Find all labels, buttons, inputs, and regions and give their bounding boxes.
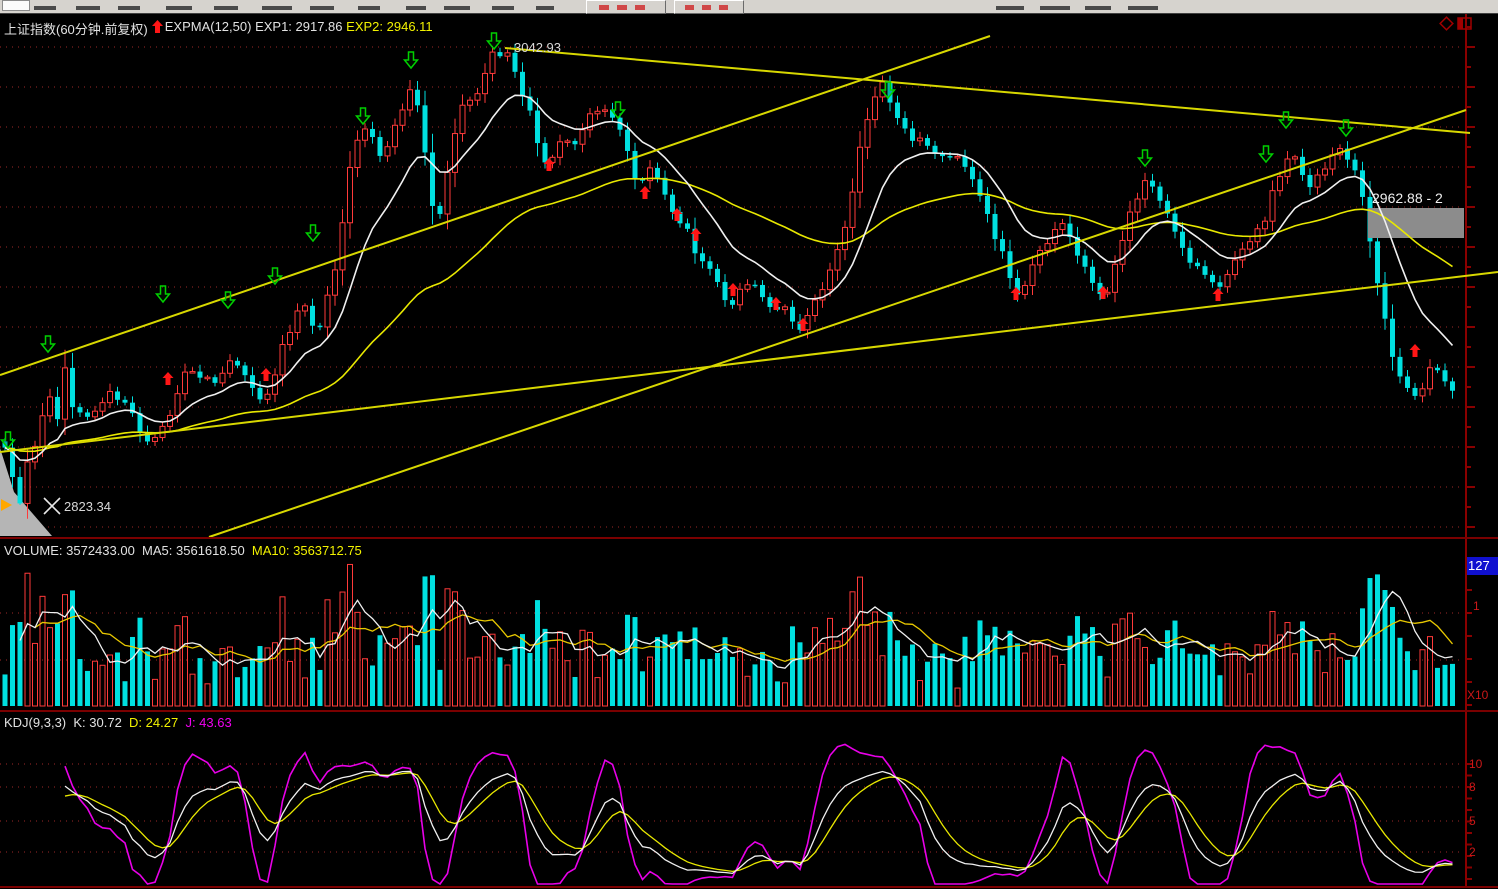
kdj-header: KDJ(9,3,3) K: 30.72 D: 24.27 J: 43.63 xyxy=(4,715,232,730)
marked-high-price-label: 3042.93 xyxy=(514,40,561,55)
kdj-scale-100: 10 xyxy=(1469,757,1483,771)
kdj-scale-50: 5 xyxy=(1469,814,1476,828)
toolbar-menu-fragment[interactable] xyxy=(996,6,1024,10)
toolbar-menu-fragment[interactable] xyxy=(1128,6,1158,10)
toolbar-menu-fragment[interactable] xyxy=(76,6,100,10)
toolbar-menu-fragment[interactable] xyxy=(406,6,426,10)
toolbar-menu-fragment[interactable] xyxy=(536,6,554,10)
pane-separator xyxy=(0,537,1498,539)
toolbar-logo-box xyxy=(2,0,30,11)
pane-separator xyxy=(0,710,1498,712)
toolbar-menu-fragment[interactable] xyxy=(492,6,514,10)
toolbar-menu-fragment[interactable] xyxy=(262,6,292,10)
volume-ma10-value: MA10: 3563712.75 xyxy=(251,543,362,558)
main-chart-header: 上证指数(60分钟.前复权) EXPMA(12,50) EXP1: 2917.86… xyxy=(4,19,433,38)
toolbar-menu-fragment[interactable] xyxy=(118,6,140,10)
volume-scale-max-label: 127 xyxy=(1467,557,1498,575)
toolbar-menu-fragment[interactable] xyxy=(1040,6,1070,10)
volume-value: VOLUME: 3572433.00 xyxy=(4,543,135,558)
toolbar-button-1[interactable] xyxy=(586,0,666,14)
volume-scale-mid-label: 1 xyxy=(1473,599,1480,613)
toolbar-menu-fragment[interactable] xyxy=(358,6,380,10)
toolbar-menu-fragment[interactable] xyxy=(34,6,56,10)
kdj-k-value: K: 30.72 xyxy=(73,715,122,730)
volume-multiplier-label: X10 xyxy=(1467,688,1489,702)
exp1-value: EXP1: 2917.86 xyxy=(255,19,343,34)
indicator-label: EXPMA(12,50) xyxy=(164,19,252,34)
volume-ma5-value: MA5: 3561618.50 xyxy=(142,543,245,558)
pane-separator xyxy=(0,886,1498,888)
kdj-j-value: J: 43.63 xyxy=(185,715,232,730)
up-arrow-icon xyxy=(151,20,163,33)
toolbar-menu-fragment[interactable] xyxy=(1085,6,1111,10)
kdj-label: KDJ(9,3,3) xyxy=(4,715,67,730)
kdj-d-value: D: 24.27 xyxy=(129,715,179,730)
exp2-value: EXP2: 2946.11 xyxy=(346,19,433,34)
toolbar-menu-fragment[interactable] xyxy=(310,6,334,10)
chart-title: 上证指数(60分钟.前复权) xyxy=(4,22,148,37)
kdj-scale-20: 2 xyxy=(1469,845,1476,859)
toolbar-button-2[interactable] xyxy=(674,0,744,14)
kdj-scale-80: 8 xyxy=(1469,780,1476,794)
volume-header: VOLUME: 3572433.00 MA5: 3561618.50 MA10:… xyxy=(4,543,362,558)
toolbar-menu-fragment[interactable] xyxy=(214,6,238,10)
marked-low-price-label: 2823.34 xyxy=(64,499,111,514)
crosshair-price-note: 2962.88 - 2 xyxy=(1372,190,1443,206)
toolbar-menu-fragment[interactable] xyxy=(166,6,192,10)
top-toolbar[interactable] xyxy=(0,0,1498,14)
toolbar-menu-fragment[interactable] xyxy=(444,6,470,10)
